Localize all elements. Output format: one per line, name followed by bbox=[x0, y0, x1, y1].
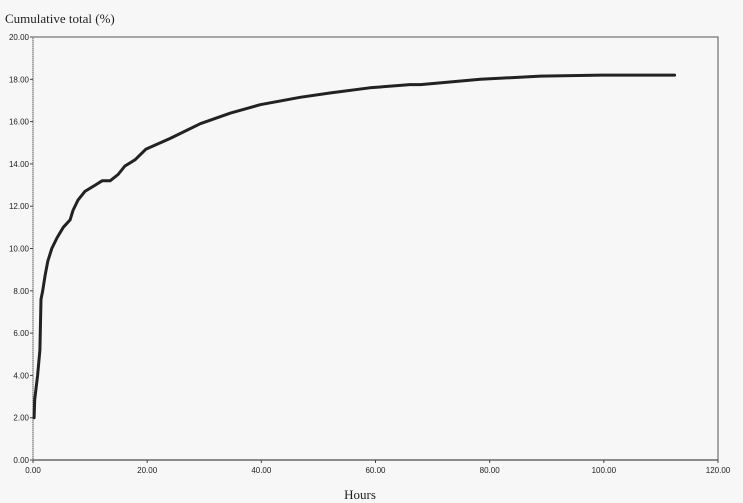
series-line bbox=[32, 73, 677, 420]
x-tick-label: 20.00 bbox=[137, 466, 158, 475]
x-axis-label: Hours bbox=[344, 487, 376, 502]
plot-area bbox=[32, 36, 719, 461]
x-tick-label: 60.00 bbox=[365, 466, 386, 475]
y-tick-label: 20.00 bbox=[9, 33, 30, 42]
y-tick-label: 4.00 bbox=[13, 371, 29, 380]
y-tick-label: 12.00 bbox=[9, 202, 30, 211]
y-tick-label: 0.00 bbox=[13, 456, 29, 465]
x-tick-label: 100.00 bbox=[592, 466, 617, 475]
y-tick-label: 6.00 bbox=[13, 329, 29, 338]
y-tick-label: 18.00 bbox=[9, 75, 30, 84]
y-tick-label: 16.00 bbox=[9, 118, 30, 127]
x-tick-label: 40.00 bbox=[251, 466, 272, 475]
y-tick-label: 2.00 bbox=[13, 414, 29, 423]
x-tick-label: 80.00 bbox=[480, 466, 501, 475]
y-tick-label: 10.00 bbox=[9, 245, 30, 254]
y-axis-label: Cumulative total (%) bbox=[5, 11, 115, 26]
x-tick-label: 0.00 bbox=[25, 466, 41, 475]
y-tick-label: 14.00 bbox=[9, 160, 30, 169]
x-tick-label: 120.00 bbox=[706, 466, 731, 475]
y-tick-label: 8.00 bbox=[13, 287, 29, 296]
